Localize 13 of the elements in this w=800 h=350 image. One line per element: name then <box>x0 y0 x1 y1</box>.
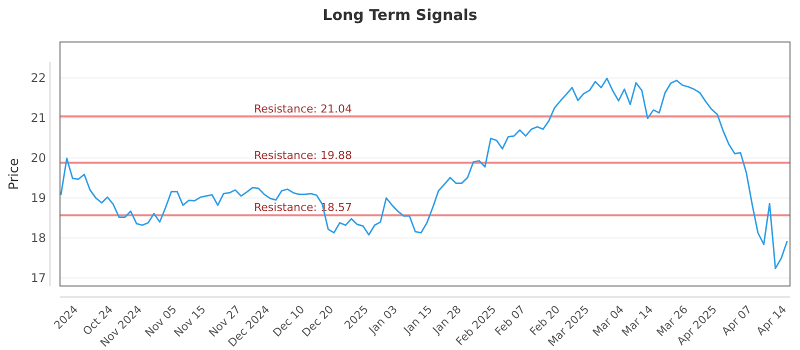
ref-line-label: Resistance: 21.04 <box>254 102 352 116</box>
y-tick-label: 18 <box>30 231 46 246</box>
y-axis-title: Price <box>7 158 22 190</box>
y-tick-label: 17 <box>30 271 46 286</box>
x-tick-label: Apr 07 <box>719 302 754 338</box>
line-series <box>60 78 788 270</box>
y-tick-label: 20 <box>30 151 46 166</box>
ref-line-label: Resistance: 19.88 <box>254 148 352 162</box>
y-tick-label: 22 <box>30 71 46 86</box>
chart-title: Long Term Signals <box>322 6 478 24</box>
y-tick-label: 19 <box>30 191 46 206</box>
y-tick-label: 21 <box>30 111 46 126</box>
x-tick-label: Apr 14 <box>754 302 790 338</box>
